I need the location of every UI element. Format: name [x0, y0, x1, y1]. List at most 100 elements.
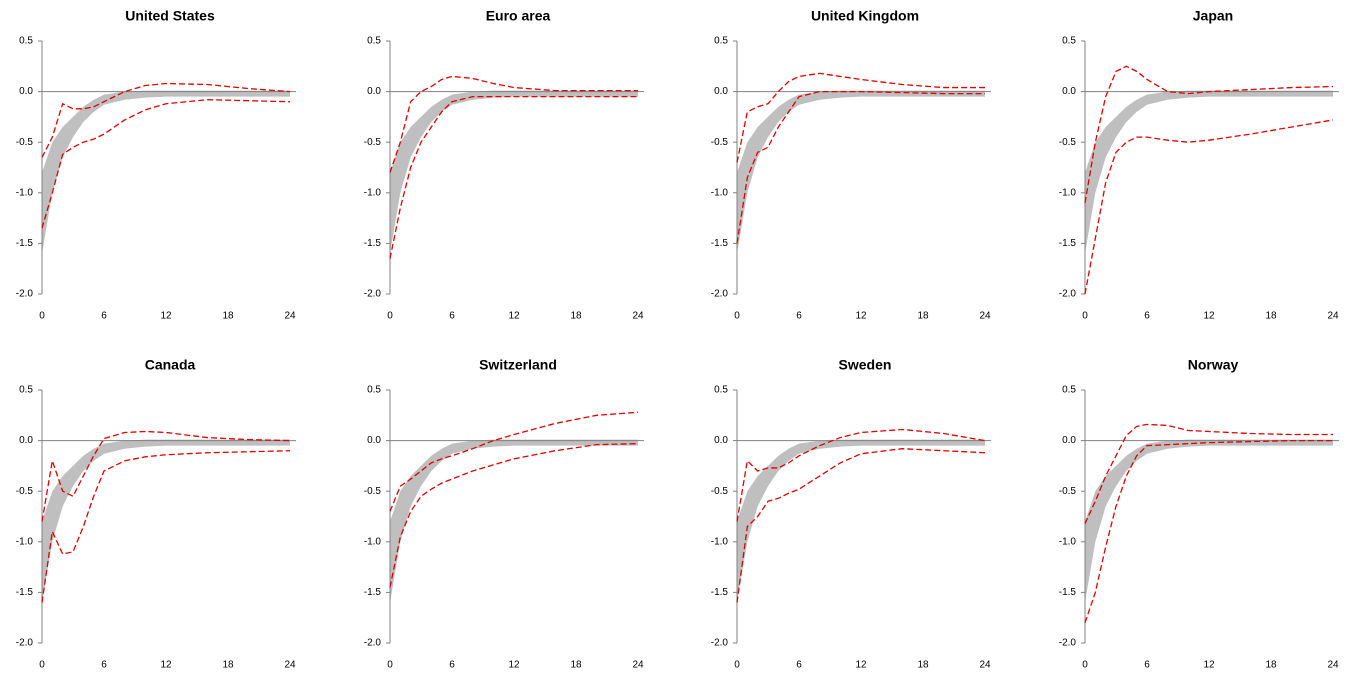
y-tick-label: -0.5 [711, 486, 729, 497]
x-tick-label: 18 [1265, 660, 1277, 671]
panel-title: Japan [1193, 8, 1233, 24]
y-tick-label: -2.0 [1059, 289, 1077, 300]
x-tick-label: 12 [1203, 660, 1215, 671]
dashed-line [389, 411, 639, 512]
y-tick-label: -2.0 [364, 289, 382, 300]
x-tick-label: 6 [796, 311, 802, 322]
y-tick-label: -2.0 [1059, 638, 1077, 649]
y-tick-label: -1.5 [16, 238, 34, 249]
y-tick-label: 0.5 [1062, 36, 1076, 47]
x-tick-label: 12 [160, 660, 172, 671]
panel-title: Canada [145, 357, 196, 373]
y-tick-label: 0.0 [714, 86, 728, 97]
y-tick-label: 0.0 [714, 435, 728, 446]
dashed-line [736, 90, 985, 244]
y-tick-label: 0.0 [367, 435, 381, 446]
x-tick-label: 6 [101, 311, 107, 322]
dashed-line [736, 428, 986, 522]
y-tick-label: 0.0 [1062, 435, 1076, 446]
y-tick-label: -1.0 [711, 536, 729, 547]
x-tick-label: 18 [570, 311, 582, 322]
x-tick-label: 12 [508, 660, 520, 671]
dashed-line [736, 448, 986, 603]
dashed-line [1084, 439, 1333, 623]
x-tick-label: 6 [1144, 660, 1150, 671]
y-tick-label: -2.0 [16, 638, 34, 649]
x-tick-label: 18 [222, 660, 234, 671]
y-tick-label: -0.5 [1059, 137, 1077, 148]
y-tick-label: -1.5 [711, 238, 729, 249]
confidence-band [737, 90, 985, 254]
x-tick-label: 6 [449, 660, 455, 671]
y-tick-label: 0.5 [367, 385, 381, 396]
y-tick-label: -1.5 [1059, 587, 1077, 598]
x-tick-label: 18 [222, 311, 234, 322]
dashed-line [1084, 423, 1333, 524]
y-tick-label: -1.5 [16, 587, 34, 598]
y-tick-label: -2.0 [16, 289, 34, 300]
panel-title: United Kingdom [811, 8, 919, 24]
y-tick-label: -0.5 [1059, 486, 1077, 497]
x-tick-label: 18 [1265, 311, 1277, 322]
x-tick-label: 0 [39, 311, 45, 322]
y-tick-label: -1.0 [16, 187, 34, 198]
dashed-line [389, 75, 638, 173]
dashed-line [41, 82, 291, 158]
x-tick-label: 12 [855, 311, 867, 322]
confidence-band [1085, 439, 1333, 603]
y-tick-label: 0.0 [1062, 86, 1076, 97]
panel-title: Sweden [839, 357, 892, 373]
x-tick-label: 0 [734, 660, 740, 671]
y-tick-label: -0.5 [16, 486, 34, 497]
confidence-band [42, 90, 290, 254]
confidence-band [1085, 90, 1333, 254]
panel: Canada -2.0 -1.5 -1.0 -0.5 0.0 0.5 0 6 12 18 24 [16, 357, 296, 671]
y-tick-label: 0.5 [1062, 385, 1076, 396]
x-tick-label: 0 [1082, 660, 1088, 671]
x-tick-label: 24 [632, 660, 644, 671]
y-tick-label: -1.5 [364, 238, 382, 249]
panel: Japan -2.0 -1.5 -1.0 -0.5 0.0 0.5 0 6 12 18 24 [1059, 8, 1339, 322]
x-tick-label: 24 [1327, 660, 1339, 671]
y-tick-label: -0.5 [16, 137, 34, 148]
dashed-line [41, 430, 291, 522]
y-tick-label: -2.0 [711, 289, 729, 300]
confidence-band [42, 439, 290, 603]
y-tick-label: 0.0 [19, 435, 33, 446]
x-tick-label: 6 [796, 660, 802, 671]
y-tick-label: 0.5 [714, 36, 728, 47]
x-tick-label: 6 [101, 660, 107, 671]
x-tick-label: 0 [39, 660, 45, 671]
y-tick-label: -1.0 [364, 187, 382, 198]
x-tick-label: 24 [1327, 311, 1339, 322]
x-tick-label: 0 [1082, 311, 1088, 322]
y-tick-label: 0.5 [19, 385, 33, 396]
y-tick-label: -1.5 [364, 587, 382, 598]
y-tick-label: -0.5 [364, 137, 382, 148]
panel-title: Norway [1188, 357, 1239, 373]
y-tick-label: 0.0 [367, 86, 381, 97]
panel-title: United States [125, 8, 215, 24]
x-tick-label: 12 [508, 311, 520, 322]
x-tick-label: 24 [979, 660, 991, 671]
confidence-band [390, 439, 638, 603]
y-tick-label: 0.5 [714, 385, 728, 396]
x-tick-label: 18 [917, 311, 929, 322]
x-tick-label: 12 [160, 311, 172, 322]
y-tick-label: -1.5 [711, 587, 729, 598]
dashed-line [736, 72, 985, 163]
y-tick-label: 0.0 [19, 86, 33, 97]
x-tick-label: 0 [387, 311, 393, 322]
dashed-line [1084, 65, 1334, 204]
panel-title: Switzerland [479, 357, 557, 373]
y-tick-label: -1.0 [1059, 187, 1077, 198]
x-tick-label: 6 [1144, 311, 1150, 322]
panel: United States -2.0 -1.5 -1.0 -0.5 0.0 0.5 0 6 12 1… [16, 8, 296, 322]
x-tick-label: 24 [284, 311, 296, 322]
y-tick-label: -1.0 [16, 536, 34, 547]
panel: Euro area -2.0 -1.5 -1.0 -0.5 0.0 0.5 0 6 12 18 24 [364, 8, 644, 322]
y-tick-label: -0.5 [364, 486, 382, 497]
panel: Switzerland -2.0 -1.5 -1.0 -0.5 0.0 0.5 0 6 12 18 2… [364, 357, 644, 671]
y-tick-label: -2.0 [711, 638, 729, 649]
